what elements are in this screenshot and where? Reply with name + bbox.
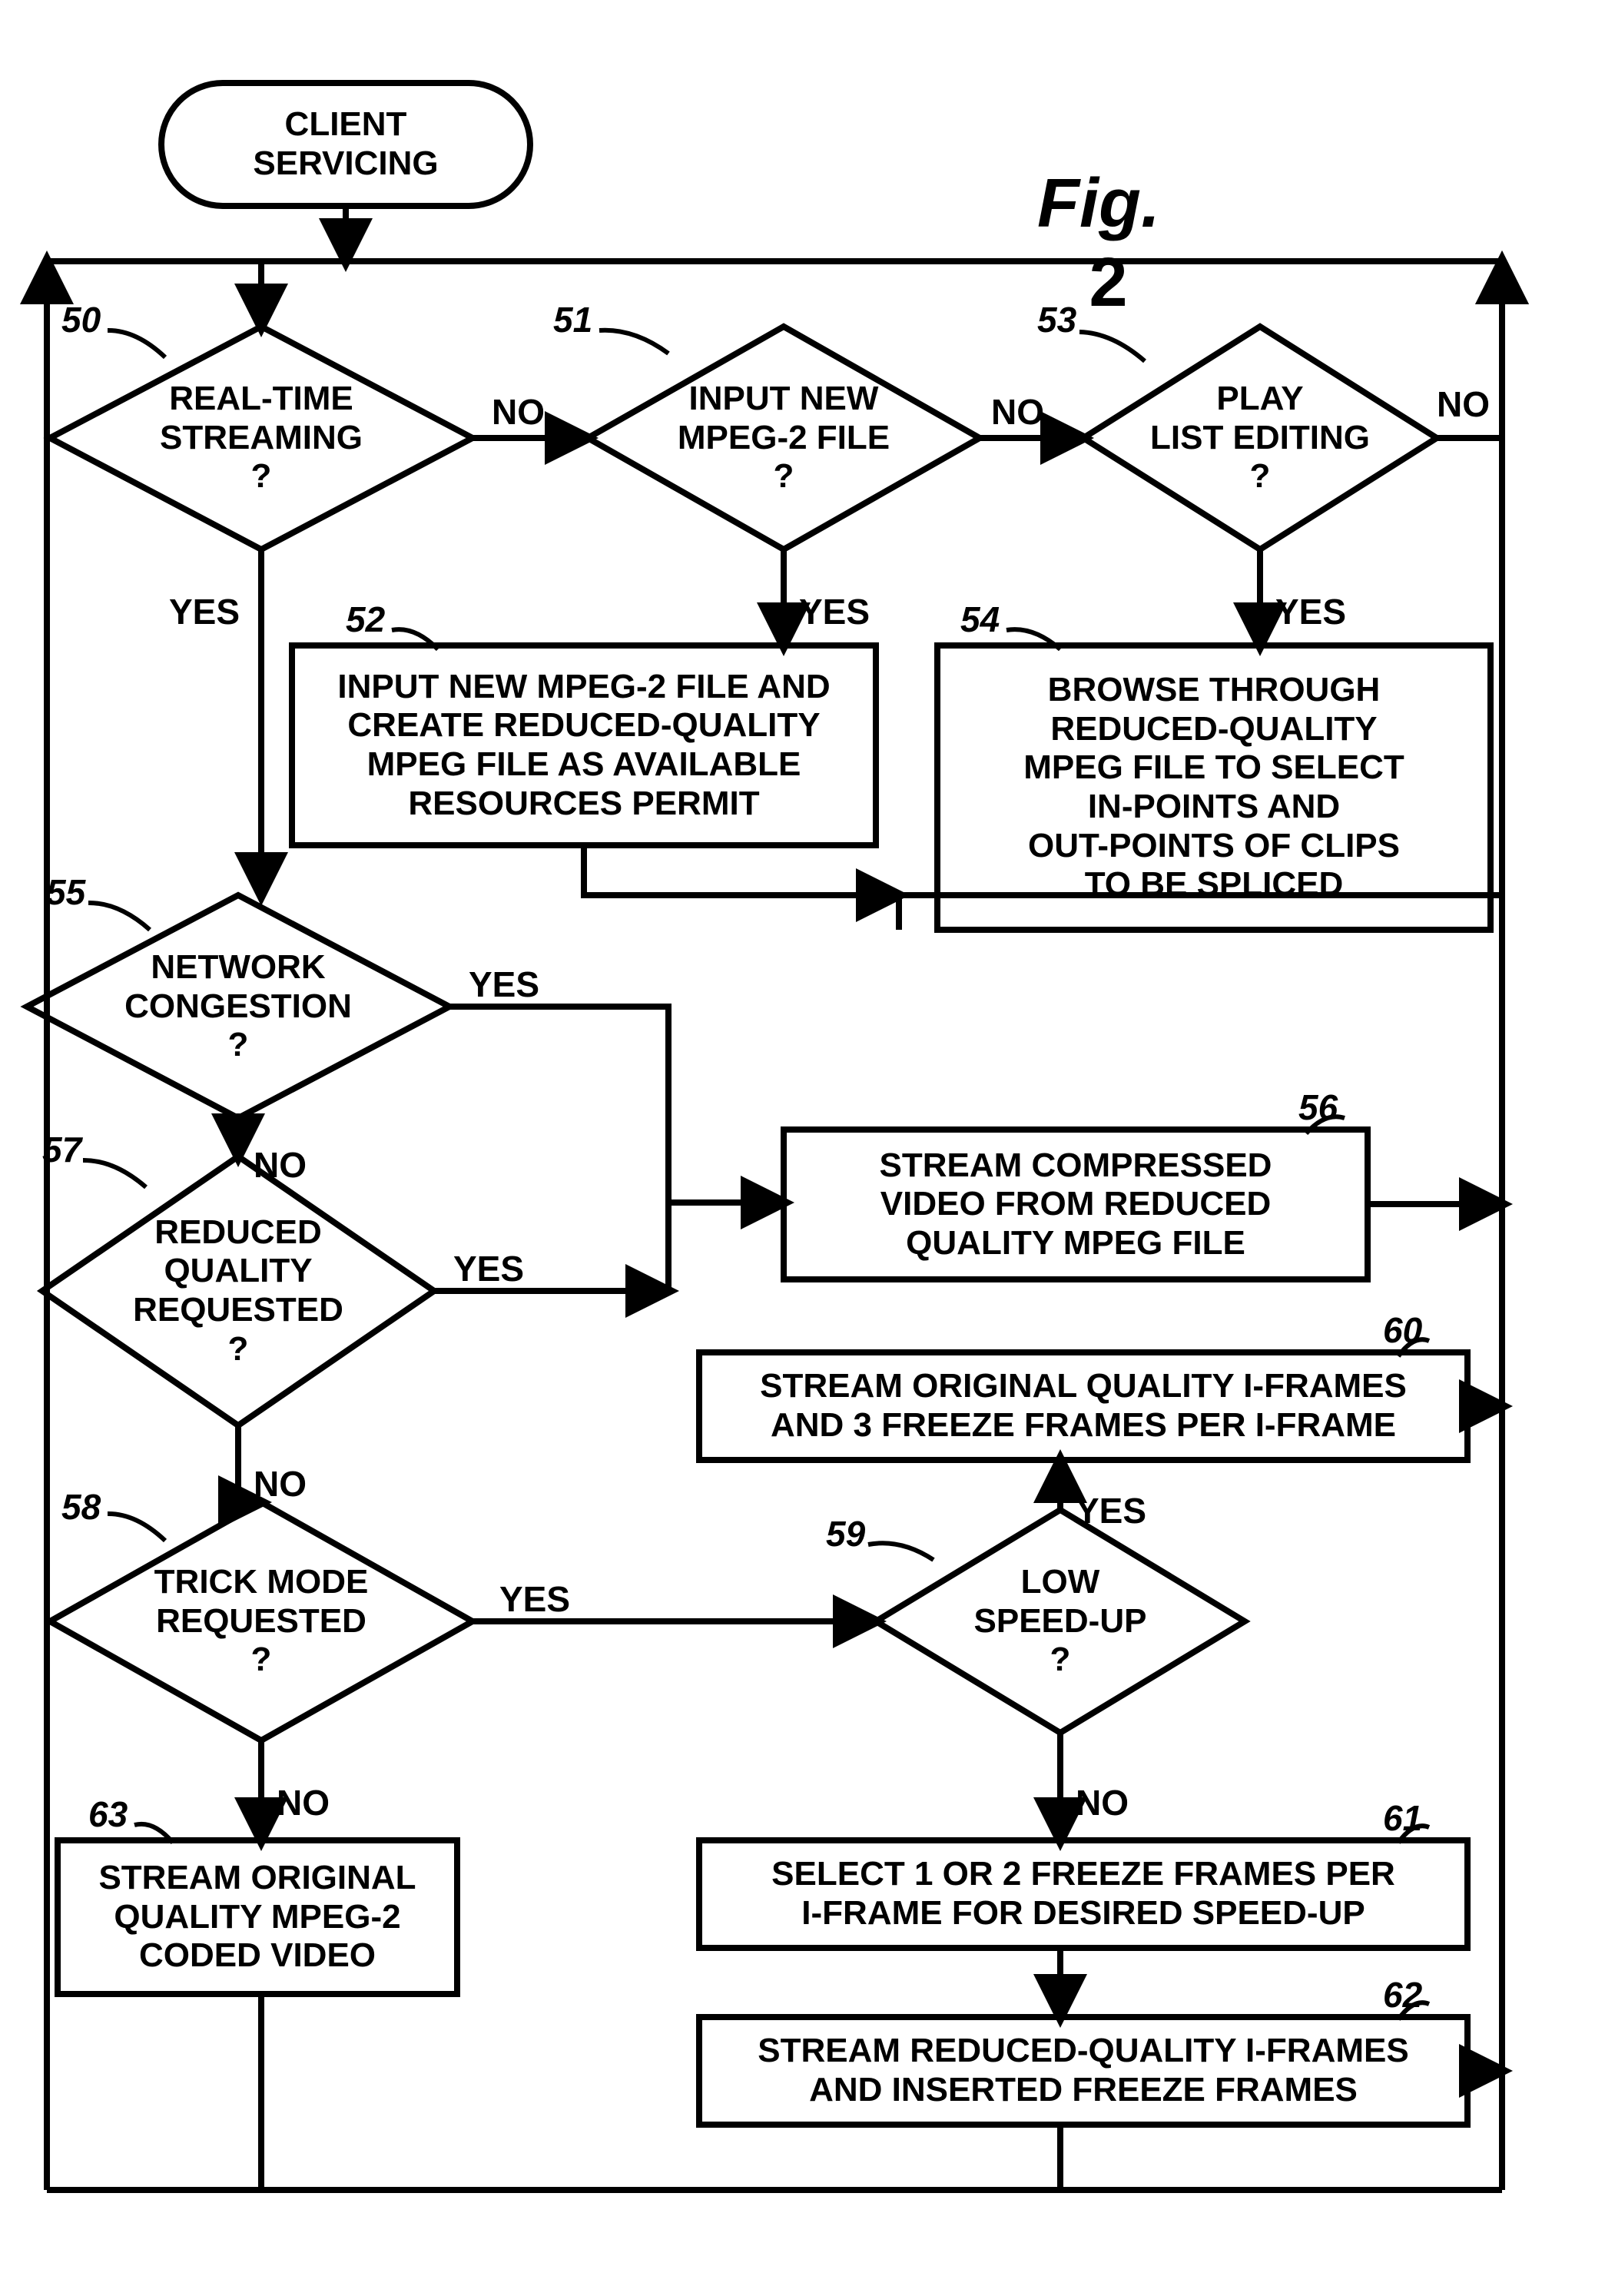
edge-label: NO <box>254 1145 307 1186</box>
shape-label: REDUCED QUALITY REQUESTED ? <box>58 1213 419 1369</box>
shape-label: INPUT NEW MPEG-2 FILE AND CREATE REDUCED… <box>303 668 864 823</box>
ref-number: 60 <box>1383 1310 1422 1351</box>
shape-label: SELECT 1 OR 2 FREEZE FRAMES PER I-FRAME … <box>711 1855 1456 1933</box>
figure-number: 2 <box>1089 244 1127 321</box>
shape-label: REAL-TIME STREAMING ? <box>65 380 457 496</box>
shape-label: INPUT NEW MPEG-2 FILE ? <box>603 380 964 496</box>
ref-number: 61 <box>1383 1798 1422 1839</box>
ref-number: 59 <box>826 1514 865 1554</box>
ref-number: 50 <box>61 300 101 340</box>
shape-label: STREAM COMPRESSED VIDEO FROM REDUCED QUA… <box>795 1146 1356 1263</box>
ref-number: 57 <box>42 1130 81 1170</box>
ref-number: 54 <box>960 599 1000 640</box>
shape-label: STREAM REDUCED-QUALITY I-FRAMES AND INSE… <box>711 2032 1456 2109</box>
ref-number: 58 <box>61 1487 101 1528</box>
ref-number: 62 <box>1383 1975 1422 2016</box>
shape-label: BROWSE THROUGH REDUCED-QUALITY MPEG FILE… <box>949 671 1479 904</box>
ref-number: 55 <box>46 872 85 913</box>
edge-label: YES <box>469 964 539 1005</box>
edge-label: YES <box>1076 1491 1146 1531</box>
shape-label: STREAM ORIGINAL QUALITY MPEG-2 CODED VID… <box>69 1859 446 1976</box>
figure-prefix: Fig. <box>1037 165 1160 242</box>
edge-label: YES <box>453 1249 524 1289</box>
edge-label: YES <box>1275 592 1346 632</box>
edge-label: NO <box>277 1783 330 1823</box>
figure-title: Fig. 2 <box>999 85 1160 323</box>
edge-label: NO <box>254 1464 307 1505</box>
shape-label: NETWORK CONGESTION ? <box>42 948 434 1065</box>
ref-number: 53 <box>1037 300 1076 340</box>
shape-label: TRICK MODE REQUESTED ? <box>65 1563 457 1680</box>
edge-label: NO <box>991 392 1044 433</box>
shape-label: STREAM ORIGINAL QUALITY I-FRAMES AND 3 F… <box>711 1367 1456 1445</box>
ref-number: 52 <box>346 599 385 640</box>
edge-label: YES <box>169 592 240 632</box>
ref-number: 56 <box>1298 1087 1338 1128</box>
edge-label: NO <box>492 392 545 433</box>
edge-label: NO <box>1076 1783 1129 1823</box>
ref-number: 63 <box>88 1794 128 1835</box>
shape-label: PLAY LIST EDITING ? <box>1099 380 1421 496</box>
shape-label: LOW SPEED-UP ? <box>891 1563 1229 1680</box>
edge-label: NO <box>1437 384 1490 425</box>
edge-label: YES <box>499 1579 570 1620</box>
ref-number: 51 <box>553 300 592 340</box>
shape-label: CLIENT SERVICING <box>169 105 522 183</box>
edge-label: YES <box>799 592 870 632</box>
